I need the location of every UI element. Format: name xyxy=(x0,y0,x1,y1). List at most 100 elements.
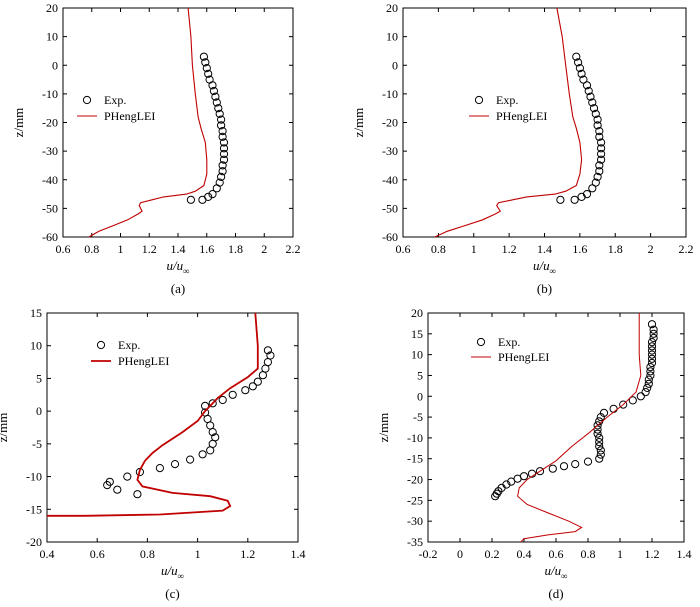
data-point xyxy=(579,75,588,84)
data-point xyxy=(597,149,606,159)
plot-frame xyxy=(427,312,685,543)
data-point xyxy=(201,401,210,410)
y-tick-label: -20 xyxy=(26,535,42,549)
data-point xyxy=(214,104,223,113)
data-point xyxy=(113,485,122,494)
x-tick-label: 0.6 xyxy=(396,242,411,256)
data-point xyxy=(583,457,593,466)
data-point xyxy=(582,81,592,90)
y-tick-label: -10 xyxy=(407,431,423,445)
y-axis-label: z/mm xyxy=(351,108,366,138)
x-axis-label: u/u∞ xyxy=(166,258,189,276)
data-point xyxy=(248,382,257,391)
y-tick-label: 15 xyxy=(30,306,42,320)
y-tick-label: -60 xyxy=(42,230,58,244)
y-tick-label: -30 xyxy=(382,144,398,158)
data-point xyxy=(577,192,586,201)
x-tick-label: 2.2 xyxy=(679,242,694,256)
data-point xyxy=(208,428,217,437)
data-point xyxy=(595,438,604,447)
data-point xyxy=(218,167,227,176)
x-tick-label: 0.6 xyxy=(549,547,564,561)
y-tick-label: 20 xyxy=(386,1,398,15)
legend: Exp.PHengLEI xyxy=(471,335,549,364)
data-point xyxy=(103,481,112,490)
data-point xyxy=(492,489,501,498)
data-point xyxy=(593,429,602,438)
data-point xyxy=(228,390,237,399)
series-line-phenglei xyxy=(434,7,583,238)
data-point xyxy=(258,371,267,380)
data-point xyxy=(219,144,229,153)
x-tick-label: 1.4 xyxy=(677,547,692,561)
y-tick-label: -5 xyxy=(413,410,423,424)
x-tick-label: 1 xyxy=(617,547,623,561)
x-tick-label: 1.6 xyxy=(199,242,214,256)
data-point xyxy=(595,442,604,451)
x-axis-label: u/u∞ xyxy=(544,563,567,581)
data-point xyxy=(591,109,600,119)
y-tick-label: 0 xyxy=(36,404,42,418)
legend-label: PHengLEI xyxy=(498,350,549,364)
data-point xyxy=(609,404,618,413)
x-tick-label: 1 xyxy=(471,242,477,256)
chart-panel-1: 0.6 0.8 1 1.2 1.4 1.6 1.8 2 2.2 -60 -50 -40 -30 -20 -1… xyxy=(11,1,301,296)
data-point xyxy=(491,492,500,501)
data-point xyxy=(589,104,599,113)
data-point xyxy=(628,396,637,405)
x-tick-label: 1.4 xyxy=(537,242,552,256)
y-tick-label: 10 xyxy=(411,348,423,362)
data-point xyxy=(186,455,195,464)
legend-label: Exp. xyxy=(496,93,518,107)
data-point xyxy=(584,86,593,96)
data-point xyxy=(218,132,227,141)
data-point xyxy=(646,371,655,380)
data-point xyxy=(643,383,652,392)
legend-label: PHengLEI xyxy=(104,109,155,123)
x-tick-label: 1 xyxy=(118,242,124,256)
y-tick-label: -10 xyxy=(26,470,42,484)
data-point xyxy=(204,69,213,78)
panel-label: (c) xyxy=(165,586,179,601)
y-tick-label: -60 xyxy=(382,230,398,244)
data-point xyxy=(217,172,226,181)
data-point xyxy=(218,127,227,136)
x-tick-label: 0.6 xyxy=(90,547,105,561)
x-tick-label: 2 xyxy=(261,242,267,256)
data-point xyxy=(595,127,604,136)
data-point xyxy=(593,115,602,124)
series-line-phenglei xyxy=(47,312,259,517)
y-tick-label: -10 xyxy=(42,87,58,101)
data-point xyxy=(596,413,605,422)
y-tick-label: 10 xyxy=(30,339,42,353)
data-point xyxy=(186,195,195,204)
data-point xyxy=(577,69,586,78)
x-tick-label: 0.8 xyxy=(431,242,446,256)
x-tick-label: 0.4 xyxy=(40,547,55,561)
x-tick-label: 1 xyxy=(195,547,201,561)
data-point xyxy=(572,52,581,61)
legend-marker-swatch xyxy=(476,337,486,347)
plot-frame xyxy=(46,312,299,543)
legend: Exp. PHengLEI xyxy=(469,93,547,123)
data-point xyxy=(596,450,605,459)
data-point xyxy=(641,388,650,397)
x-tick-label: 0.8 xyxy=(140,547,155,561)
legend-label: PHengLEI xyxy=(496,109,547,123)
x-tick-label: 0.8 xyxy=(581,547,596,561)
data-point xyxy=(595,161,604,170)
y-tick-label: -25 xyxy=(407,493,423,507)
series-line-phenglei xyxy=(88,7,208,238)
data-point xyxy=(588,184,597,193)
series-line-phenglei xyxy=(517,313,642,543)
panel-label: (a) xyxy=(171,281,185,296)
x-tick-label: 1.4 xyxy=(291,547,306,561)
data-point xyxy=(574,58,583,67)
data-point xyxy=(647,358,657,368)
data-point xyxy=(596,446,605,455)
y-tick-label: -30 xyxy=(42,144,58,158)
data-point xyxy=(597,138,606,147)
data-point xyxy=(198,450,207,459)
x-axis-label: u/u∞ xyxy=(161,563,184,581)
legend-marker-swatch xyxy=(474,95,484,105)
